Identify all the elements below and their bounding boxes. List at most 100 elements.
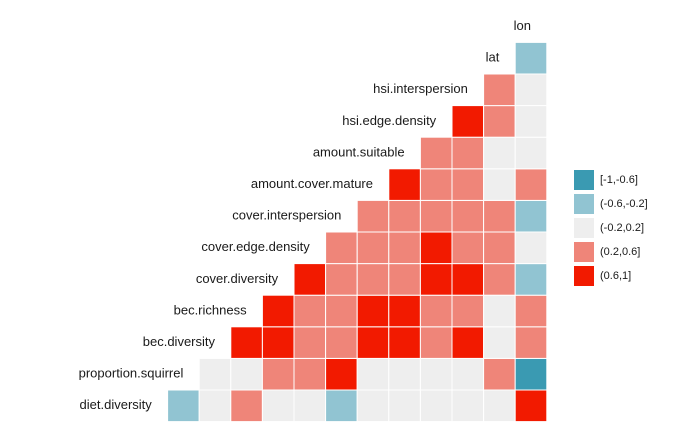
cell bbox=[261, 389, 295, 423]
cell bbox=[325, 294, 358, 328]
cell bbox=[356, 357, 390, 391]
legend-label: (0.2,0.6] bbox=[600, 246, 640, 258]
cell bbox=[483, 357, 516, 391]
cell bbox=[419, 263, 453, 296]
cell bbox=[483, 294, 516, 328]
cell bbox=[388, 263, 421, 296]
cell bbox=[293, 294, 327, 328]
cell bbox=[451, 263, 485, 296]
cell bbox=[514, 294, 548, 328]
cell bbox=[230, 357, 263, 391]
variable-label: bec.diversity bbox=[143, 334, 216, 349]
cell bbox=[483, 263, 516, 296]
legend-swatch bbox=[574, 170, 594, 190]
cell bbox=[451, 231, 485, 265]
legend-label: (0.6,1] bbox=[600, 270, 631, 282]
legend-label: (-0.6,-0.2] bbox=[600, 198, 648, 210]
cell bbox=[261, 357, 295, 391]
cell bbox=[483, 136, 516, 170]
cell bbox=[325, 231, 358, 265]
cell bbox=[451, 294, 485, 328]
cell bbox=[356, 199, 390, 233]
variable-label: cover.interspersion bbox=[232, 208, 341, 223]
cell bbox=[419, 168, 453, 201]
cell bbox=[514, 199, 548, 233]
cell bbox=[483, 389, 516, 423]
legend-label: (-0.2,0.2] bbox=[600, 222, 644, 234]
cell bbox=[198, 389, 232, 423]
legend-label: [-1,-0.6] bbox=[600, 174, 638, 186]
cell bbox=[419, 294, 453, 328]
cell bbox=[261, 294, 295, 328]
cell bbox=[388, 294, 421, 328]
cell bbox=[388, 357, 421, 391]
cell bbox=[419, 231, 453, 265]
cell bbox=[451, 357, 485, 391]
cell bbox=[514, 357, 548, 391]
cell bbox=[514, 231, 548, 265]
variable-label: amount.cover.mature bbox=[251, 176, 373, 191]
cell bbox=[451, 389, 485, 423]
legend-swatch bbox=[574, 218, 594, 238]
legend-swatch bbox=[574, 194, 594, 214]
cell bbox=[419, 389, 453, 423]
cell bbox=[451, 168, 485, 201]
legend-swatch bbox=[574, 266, 594, 286]
cell bbox=[388, 168, 421, 201]
cell bbox=[419, 357, 453, 391]
cell bbox=[451, 136, 485, 170]
cell bbox=[356, 231, 390, 265]
cell bbox=[261, 326, 295, 359]
cell bbox=[356, 326, 390, 359]
cell bbox=[419, 326, 453, 359]
cell bbox=[293, 326, 327, 359]
cell bbox=[483, 231, 516, 265]
cell bbox=[483, 105, 516, 138]
variable-label: proportion.squirrel bbox=[79, 366, 184, 381]
cell bbox=[388, 326, 421, 359]
cell bbox=[451, 199, 485, 233]
cell bbox=[483, 326, 516, 359]
cell bbox=[514, 326, 548, 359]
variable-label: hsi.edge.density bbox=[342, 113, 436, 128]
cell bbox=[419, 136, 453, 170]
cell bbox=[293, 389, 327, 423]
cell bbox=[293, 263, 327, 296]
cell bbox=[514, 105, 548, 138]
cell bbox=[167, 389, 200, 423]
cell bbox=[388, 199, 421, 233]
cell bbox=[388, 389, 421, 423]
cell bbox=[483, 199, 516, 233]
cell bbox=[356, 294, 390, 328]
cell bbox=[356, 389, 390, 423]
cell bbox=[230, 389, 263, 423]
cell bbox=[514, 73, 548, 107]
cell bbox=[483, 168, 516, 201]
cell bbox=[419, 199, 453, 233]
variable-label: amount.suitable bbox=[313, 144, 405, 159]
legend-swatch bbox=[574, 242, 594, 262]
cell bbox=[514, 136, 548, 170]
cell bbox=[451, 326, 485, 359]
cell bbox=[325, 389, 358, 423]
variable-label: hsi.interspersion bbox=[373, 81, 468, 96]
cell bbox=[514, 168, 548, 201]
variable-label: cover.edge.density bbox=[201, 239, 310, 254]
variable-label: lon bbox=[514, 18, 531, 33]
cell bbox=[356, 263, 390, 296]
variable-label: bec.richness bbox=[174, 302, 247, 317]
variable-label: cover.diversity bbox=[196, 271, 279, 286]
cell bbox=[514, 41, 548, 75]
cell bbox=[514, 389, 548, 423]
variable-label: lat bbox=[486, 50, 500, 65]
cell bbox=[325, 263, 358, 296]
cell bbox=[230, 326, 263, 359]
cell bbox=[388, 231, 421, 265]
cell bbox=[483, 73, 516, 107]
cell bbox=[198, 357, 232, 391]
cell bbox=[325, 357, 358, 391]
cell bbox=[325, 326, 358, 359]
cell bbox=[451, 105, 485, 138]
variable-label: diet.diversity bbox=[80, 397, 153, 412]
